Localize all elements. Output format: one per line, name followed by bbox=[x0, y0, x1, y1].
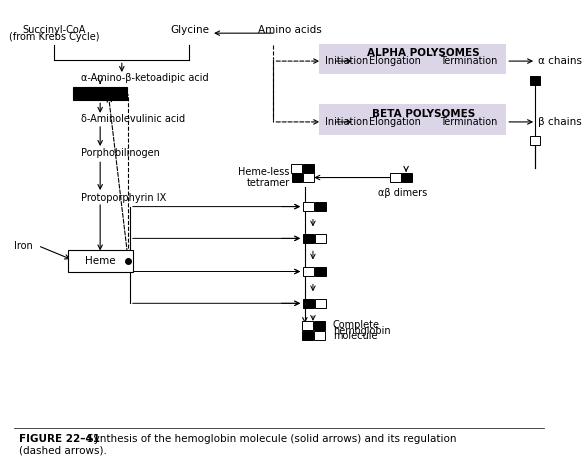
Text: (from Krebs Cycle): (from Krebs Cycle) bbox=[9, 32, 99, 42]
Text: Iron: Iron bbox=[13, 241, 32, 251]
Text: (dashed arrows).: (dashed arrows). bbox=[19, 445, 107, 455]
Bar bbox=[390, 173, 401, 182]
Text: Glycine: Glycine bbox=[170, 25, 209, 35]
Bar bbox=[291, 173, 302, 182]
Bar bbox=[291, 164, 302, 173]
Text: Complete: Complete bbox=[333, 320, 380, 330]
Text: Heme-less: Heme-less bbox=[238, 167, 290, 177]
Text: Succinyl-CoA: Succinyl-CoA bbox=[22, 25, 86, 35]
Bar bbox=[302, 330, 313, 340]
Text: BETA POLYSOMES: BETA POLYSOMES bbox=[372, 109, 476, 119]
Text: molecule: molecule bbox=[333, 331, 377, 341]
Text: hemoglobin: hemoglobin bbox=[333, 325, 391, 336]
Bar bbox=[303, 173, 314, 182]
Text: Heme: Heme bbox=[85, 256, 115, 266]
Text: Initiation: Initiation bbox=[325, 117, 368, 127]
Bar bbox=[529, 136, 541, 145]
Bar bbox=[303, 267, 314, 276]
Bar bbox=[303, 202, 314, 211]
Text: tetramer: tetramer bbox=[246, 178, 290, 188]
Text: δ-Aminolevulinic acid: δ-Aminolevulinic acid bbox=[81, 113, 185, 123]
Bar bbox=[73, 87, 127, 101]
Text: Termination: Termination bbox=[440, 56, 497, 66]
Bar bbox=[315, 202, 326, 211]
Text: Elongation: Elongation bbox=[369, 117, 421, 127]
Text: Porphobilinogen: Porphobilinogen bbox=[81, 148, 160, 158]
Bar bbox=[315, 267, 326, 276]
Text: β chains: β chains bbox=[538, 117, 581, 127]
Text: FIGURE 22–41: FIGURE 22–41 bbox=[19, 434, 100, 443]
Bar bbox=[303, 164, 314, 173]
Bar bbox=[314, 330, 325, 340]
Text: Protoporphyrin IX: Protoporphyrin IX bbox=[81, 192, 167, 202]
Bar bbox=[315, 234, 326, 243]
Bar bbox=[303, 234, 314, 243]
Bar bbox=[302, 320, 313, 330]
Text: α-Amino-β-ketoadipic acid: α-Amino-β-ketoadipic acid bbox=[81, 73, 209, 83]
Text: αβ dimers: αβ dimers bbox=[378, 188, 427, 197]
Text: Elongation: Elongation bbox=[369, 56, 421, 66]
Bar bbox=[319, 105, 506, 135]
Bar bbox=[529, 76, 541, 85]
Text: α chains: α chains bbox=[538, 56, 581, 66]
Bar bbox=[319, 44, 506, 74]
Bar bbox=[303, 299, 314, 308]
Text: Amino acids: Amino acids bbox=[258, 25, 322, 35]
Bar bbox=[315, 299, 326, 308]
Bar bbox=[314, 320, 325, 330]
Text: Synthesis of the hemoglobin molecule (solid arrows) and its regulation: Synthesis of the hemoglobin molecule (so… bbox=[87, 434, 456, 443]
Text: ALPHA POLYSOMES: ALPHA POLYSOMES bbox=[367, 48, 480, 58]
Bar bbox=[401, 173, 411, 182]
Text: Termination: Termination bbox=[440, 117, 497, 127]
Text: Initiation: Initiation bbox=[325, 56, 368, 66]
FancyBboxPatch shape bbox=[68, 250, 133, 273]
